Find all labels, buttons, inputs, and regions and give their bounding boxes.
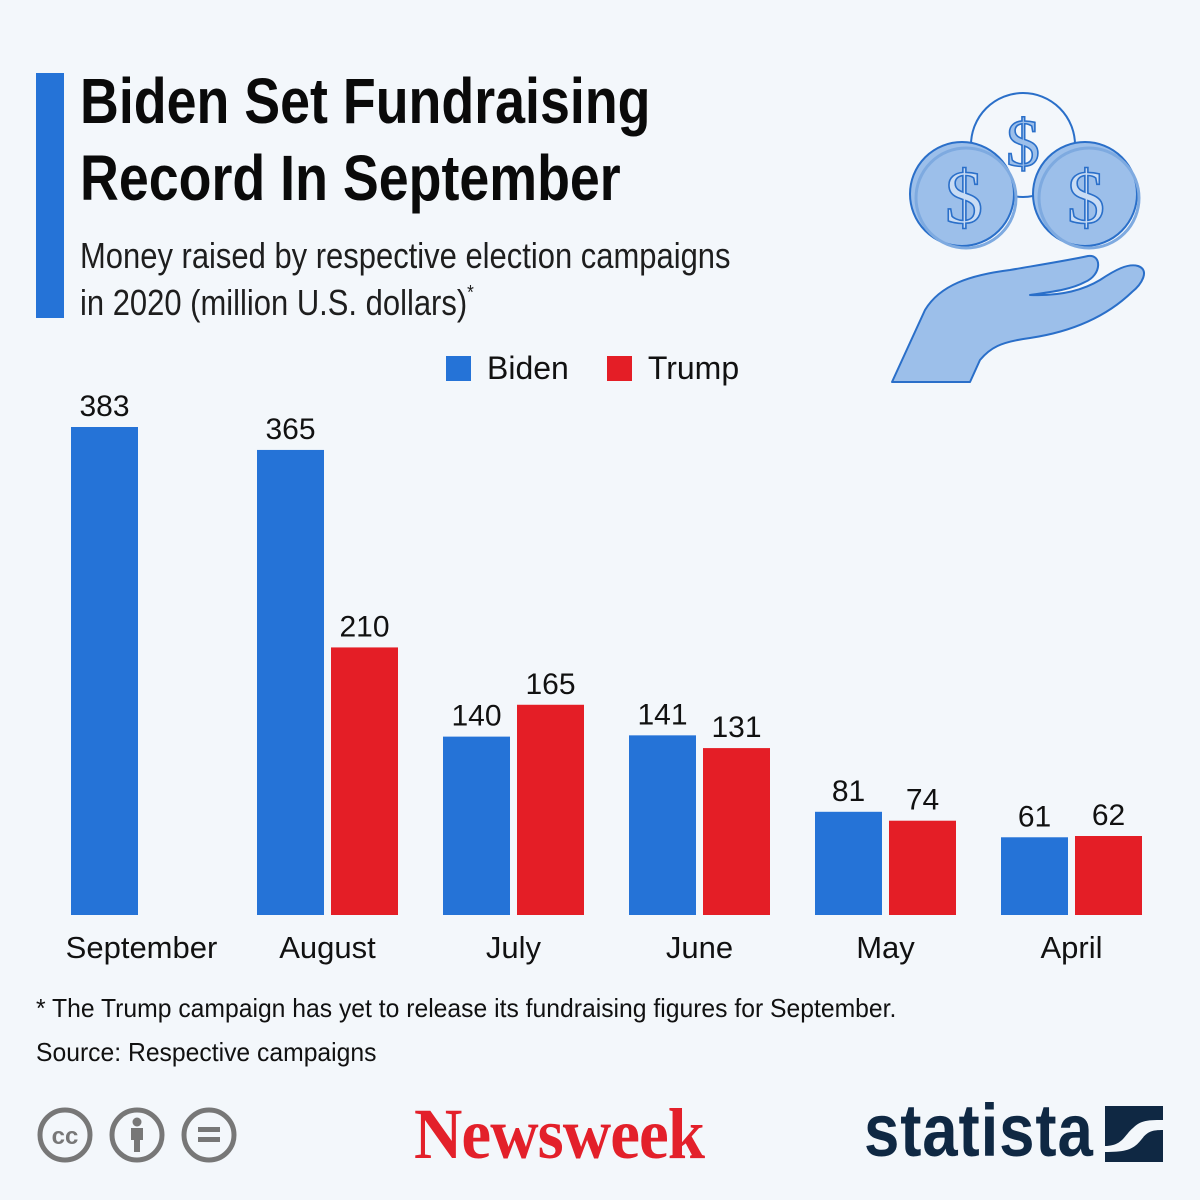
coin-right-dollar: $ <box>1067 156 1105 240</box>
chart-title-line-2: Record In September <box>80 142 621 214</box>
legend-label-trump: Trump <box>647 349 740 386</box>
svg-text:cc: cc <box>52 1123 79 1150</box>
category-label-june: June <box>666 930 733 965</box>
legend-label-biden: Biden <box>487 349 569 386</box>
chart-subtitle-line-1: Money raised by respective election camp… <box>80 235 731 276</box>
statista-logo-icon[interactable] <box>1105 1106 1163 1162</box>
hand-holding-coins-icon: $ $ $ <box>891 92 1146 383</box>
subtitle-text: in 2020 (million U.S. dollars) <box>80 282 468 323</box>
bar-biden-june <box>629 735 696 915</box>
chart-subtitle-line-2: in 2020 (million U.S. dollars)* <box>80 282 474 323</box>
value-label-trump-july: 165 <box>525 668 575 701</box>
category-label-august: August <box>279 930 376 965</box>
value-label-trump-april: 62 <box>1092 799 1125 832</box>
cc-icon[interactable]: cc <box>36 1106 94 1164</box>
hand-icon <box>891 254 1146 383</box>
bar-biden-may <box>815 811 882 915</box>
bar-trump-april <box>1075 836 1142 915</box>
legend-swatch-trump <box>606 355 632 381</box>
category-label-september: September <box>66 930 218 965</box>
value-label-biden-june: 141 <box>637 698 687 731</box>
subtitle-footnote-marker: * <box>467 282 474 304</box>
chart-legend: Biden Trump <box>446 350 777 386</box>
bar-biden-july <box>443 736 510 915</box>
bar-trump-june <box>703 748 770 915</box>
chart-title-line-1: Biden Set Fundraising <box>80 65 651 137</box>
legend-swatch-biden <box>446 355 471 381</box>
coin-right-icon: $ <box>1032 141 1141 250</box>
legend-item-biden: Biden <box>446 350 569 387</box>
attribution-icon[interactable] <box>108 1106 166 1164</box>
newsweek-logo[interactable]: Newsweek <box>414 1094 705 1174</box>
value-label-trump-august: 210 <box>339 610 389 643</box>
bar-trump-july <box>517 704 584 915</box>
no-derivatives-icon[interactable] <box>180 1106 238 1164</box>
value-label-biden-august: 365 <box>265 413 315 446</box>
coin-left-icon: $ <box>909 141 1018 250</box>
legend-item-trump: Trump <box>606 349 740 387</box>
coin-left-dollar: $ <box>945 156 983 240</box>
value-label-biden-april: 61 <box>1018 800 1051 833</box>
value-label-trump-may: 74 <box>906 784 939 817</box>
bar-chart: 383 September 365 210 August 140 165 July 141 131… <box>66 390 1142 965</box>
value-label-biden-may: 81 <box>832 775 865 808</box>
category-label-july: July <box>486 930 542 965</box>
statista-logo-text[interactable]: statista <box>864 1089 1094 1172</box>
coin-top-dollar: $ <box>1006 105 1040 181</box>
bar-biden-april <box>1001 837 1068 915</box>
source-note: Source: Respective campaigns <box>36 1037 377 1067</box>
value-label-trump-june: 131 <box>711 711 761 744</box>
bar-trump-august <box>331 647 398 915</box>
title-accent-bar <box>36 73 64 318</box>
bar-biden-august <box>257 449 324 915</box>
bar-biden-september <box>71 427 138 915</box>
license-icons: cc <box>36 1106 238 1164</box>
category-label-april: April <box>1040 930 1102 965</box>
footnote: * The Trump campaign has yet to release … <box>36 993 897 1023</box>
value-label-biden-july: 140 <box>451 700 501 733</box>
bar-trump-may <box>889 820 956 915</box>
value-label-biden-september: 383 <box>79 390 129 423</box>
category-label-may: May <box>856 930 915 965</box>
